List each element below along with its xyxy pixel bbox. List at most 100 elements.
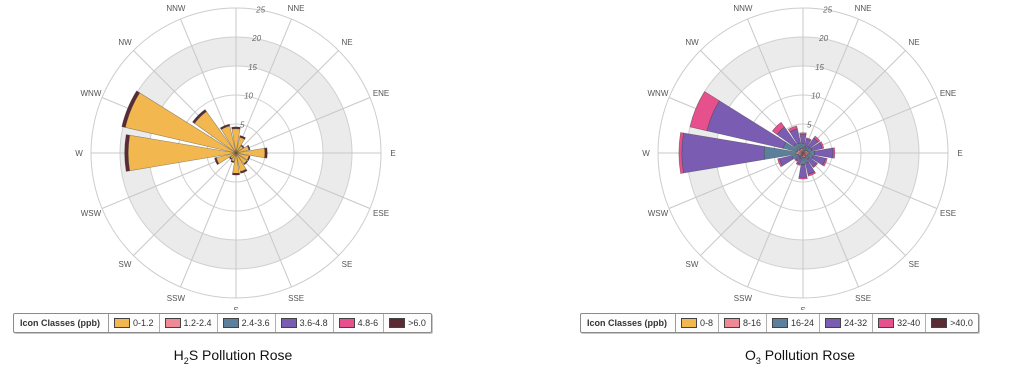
direction-label: SE (909, 260, 920, 269)
o3-rose-chart: 5 10 15 20 25 N NNE NE ENE E ESE SE SSE S SSW SW WSW W WNW… (642, 0, 962, 310)
legend-label: 3.6-4.8 (299, 318, 328, 328)
spoke-ne (235, 50, 339, 154)
legend-item-4: 4.8-6 (334, 314, 385, 332)
radial-tick-label: 25 (822, 5, 832, 14)
legend-item-0: 0-1.2 (109, 314, 160, 332)
sector-sw-4 (794, 157, 799, 162)
sector-se-5 (243, 160, 249, 166)
legend-title: Icon Classes (ppb) (14, 314, 110, 332)
sector-ne-4 (813, 135, 821, 143)
h2s-rose-chart: 5 10 15 20 25 N NNE NE ENE E ESE SE SSE S SSW SW WSW W WNW… (75, 0, 395, 310)
legend-swatch (878, 318, 895, 328)
spoke-ssw (180, 152, 237, 288)
sector-sse-5 (239, 168, 248, 174)
radial-tick-label: 25 (255, 5, 265, 14)
direction-label: SSE (288, 294, 304, 303)
direction-label: SSW (167, 294, 186, 303)
legend-item-3: 3.6-4.8 (276, 314, 334, 332)
legend-label: >6.0 (408, 318, 426, 328)
direction-label: ENE (940, 89, 956, 98)
sector-ese-5 (246, 155, 251, 162)
legend-item-1: 1.2-2.4 (160, 314, 218, 332)
direction-label: NNE (288, 4, 305, 13)
chart-title: H2S Pollution Rose (3, 347, 463, 366)
title-subscript: 3 (755, 355, 761, 366)
direction-label: WNW (81, 89, 102, 98)
radial-tick-label: 5 (240, 120, 245, 129)
direction-label: S (800, 306, 805, 310)
title-suffix: S Pollution Rose (188, 347, 293, 363)
sector-ssw-5 (230, 159, 235, 163)
direction-label: S (233, 306, 238, 310)
legend-swatch (724, 318, 741, 328)
sector-se-4 (812, 162, 819, 169)
direction-label: NNW (733, 4, 753, 13)
direction-label: WNW (648, 89, 669, 98)
legend-label: 0-1.2 (133, 318, 154, 328)
legend-swatch (389, 318, 406, 328)
sector-e-5 (264, 147, 268, 159)
legend-label: 2.4-3.6 (241, 318, 270, 328)
legend-label: 32-40 (897, 318, 921, 328)
direction-label: NNE (855, 4, 872, 13)
direction-label: ESE (940, 209, 956, 218)
legend-swatch (772, 318, 789, 328)
spoke-ene (235, 97, 371, 154)
legend-label: 16-24 (791, 318, 815, 328)
sector-s-5 (232, 172, 240, 176)
legend-item-1: 8-16 (719, 314, 768, 332)
direction-label: SW (119, 260, 132, 269)
direction-label: E (957, 149, 962, 158)
direction-label: SE (342, 260, 353, 269)
direction-label: WSW (81, 209, 102, 218)
direction-label: NE (908, 38, 919, 47)
sector-wnw-5 (121, 90, 141, 128)
sector-nw-5 (192, 109, 207, 124)
legend-label: >40.0 (950, 318, 973, 328)
radial-tick-label: 15 (248, 63, 257, 72)
sector-s-4 (798, 176, 808, 180)
legend-label: 4.8-6 (357, 318, 379, 328)
sector-ene-5 (246, 144, 251, 151)
sector-w-5 (124, 134, 130, 172)
legend-label: 8-16 (743, 318, 762, 328)
title-suffix: Pollution Rose (760, 347, 856, 363)
sector-ese-4 (822, 157, 828, 167)
o3-legend: Icon Classes (ppb) 0-8 8-16 16-24 24-32 … (580, 313, 979, 333)
spoke-se (235, 152, 339, 256)
sector-wnw-4 (689, 91, 720, 132)
legend-swatch (114, 318, 131, 328)
legend-swatch (222, 318, 239, 328)
sector-ene-4 (819, 141, 825, 149)
legend-item-5: >40.0 (926, 314, 978, 332)
legend-swatch (825, 318, 842, 328)
sector-nne-5 (239, 135, 246, 140)
legend-swatch (681, 318, 698, 328)
o3-rose-panel: 5 10 15 20 25 N NNE NE ENE E ESE SE SSE S SSW SW WSW W WNW… (570, 0, 1013, 370)
legend-swatch (164, 318, 181, 328)
spoke-wsw (101, 152, 237, 209)
legend-item-2: 16-24 (767, 314, 821, 332)
legend-label: 24-32 (844, 318, 868, 328)
radial-tick-label: 20 (251, 34, 261, 43)
sector-ssw-4 (795, 162, 801, 166)
spoke-sw (700, 152, 804, 256)
sector-e-4 (832, 147, 836, 159)
direction-label: NNW (166, 4, 186, 13)
direction-label: SSW (734, 294, 753, 303)
sector-nnw-4 (787, 125, 798, 133)
legend-item-0: 0-8 (676, 314, 720, 332)
title-subscript: 2 (183, 355, 189, 366)
radial-tick-label: 20 (818, 34, 828, 43)
legend-item-4: 32-40 (873, 314, 927, 332)
spoke-ne (802, 50, 906, 154)
spoke-se (802, 152, 906, 256)
legend-label: 0-8 (700, 318, 714, 328)
title-prefix: H (173, 347, 184, 363)
direction-label: NE (341, 38, 352, 47)
sector-wsw-5 (214, 157, 220, 166)
direction-label: ENE (373, 89, 389, 98)
legend-swatch (338, 318, 355, 328)
sector-ne-5 (240, 144, 245, 149)
spoke-ese (235, 152, 371, 209)
